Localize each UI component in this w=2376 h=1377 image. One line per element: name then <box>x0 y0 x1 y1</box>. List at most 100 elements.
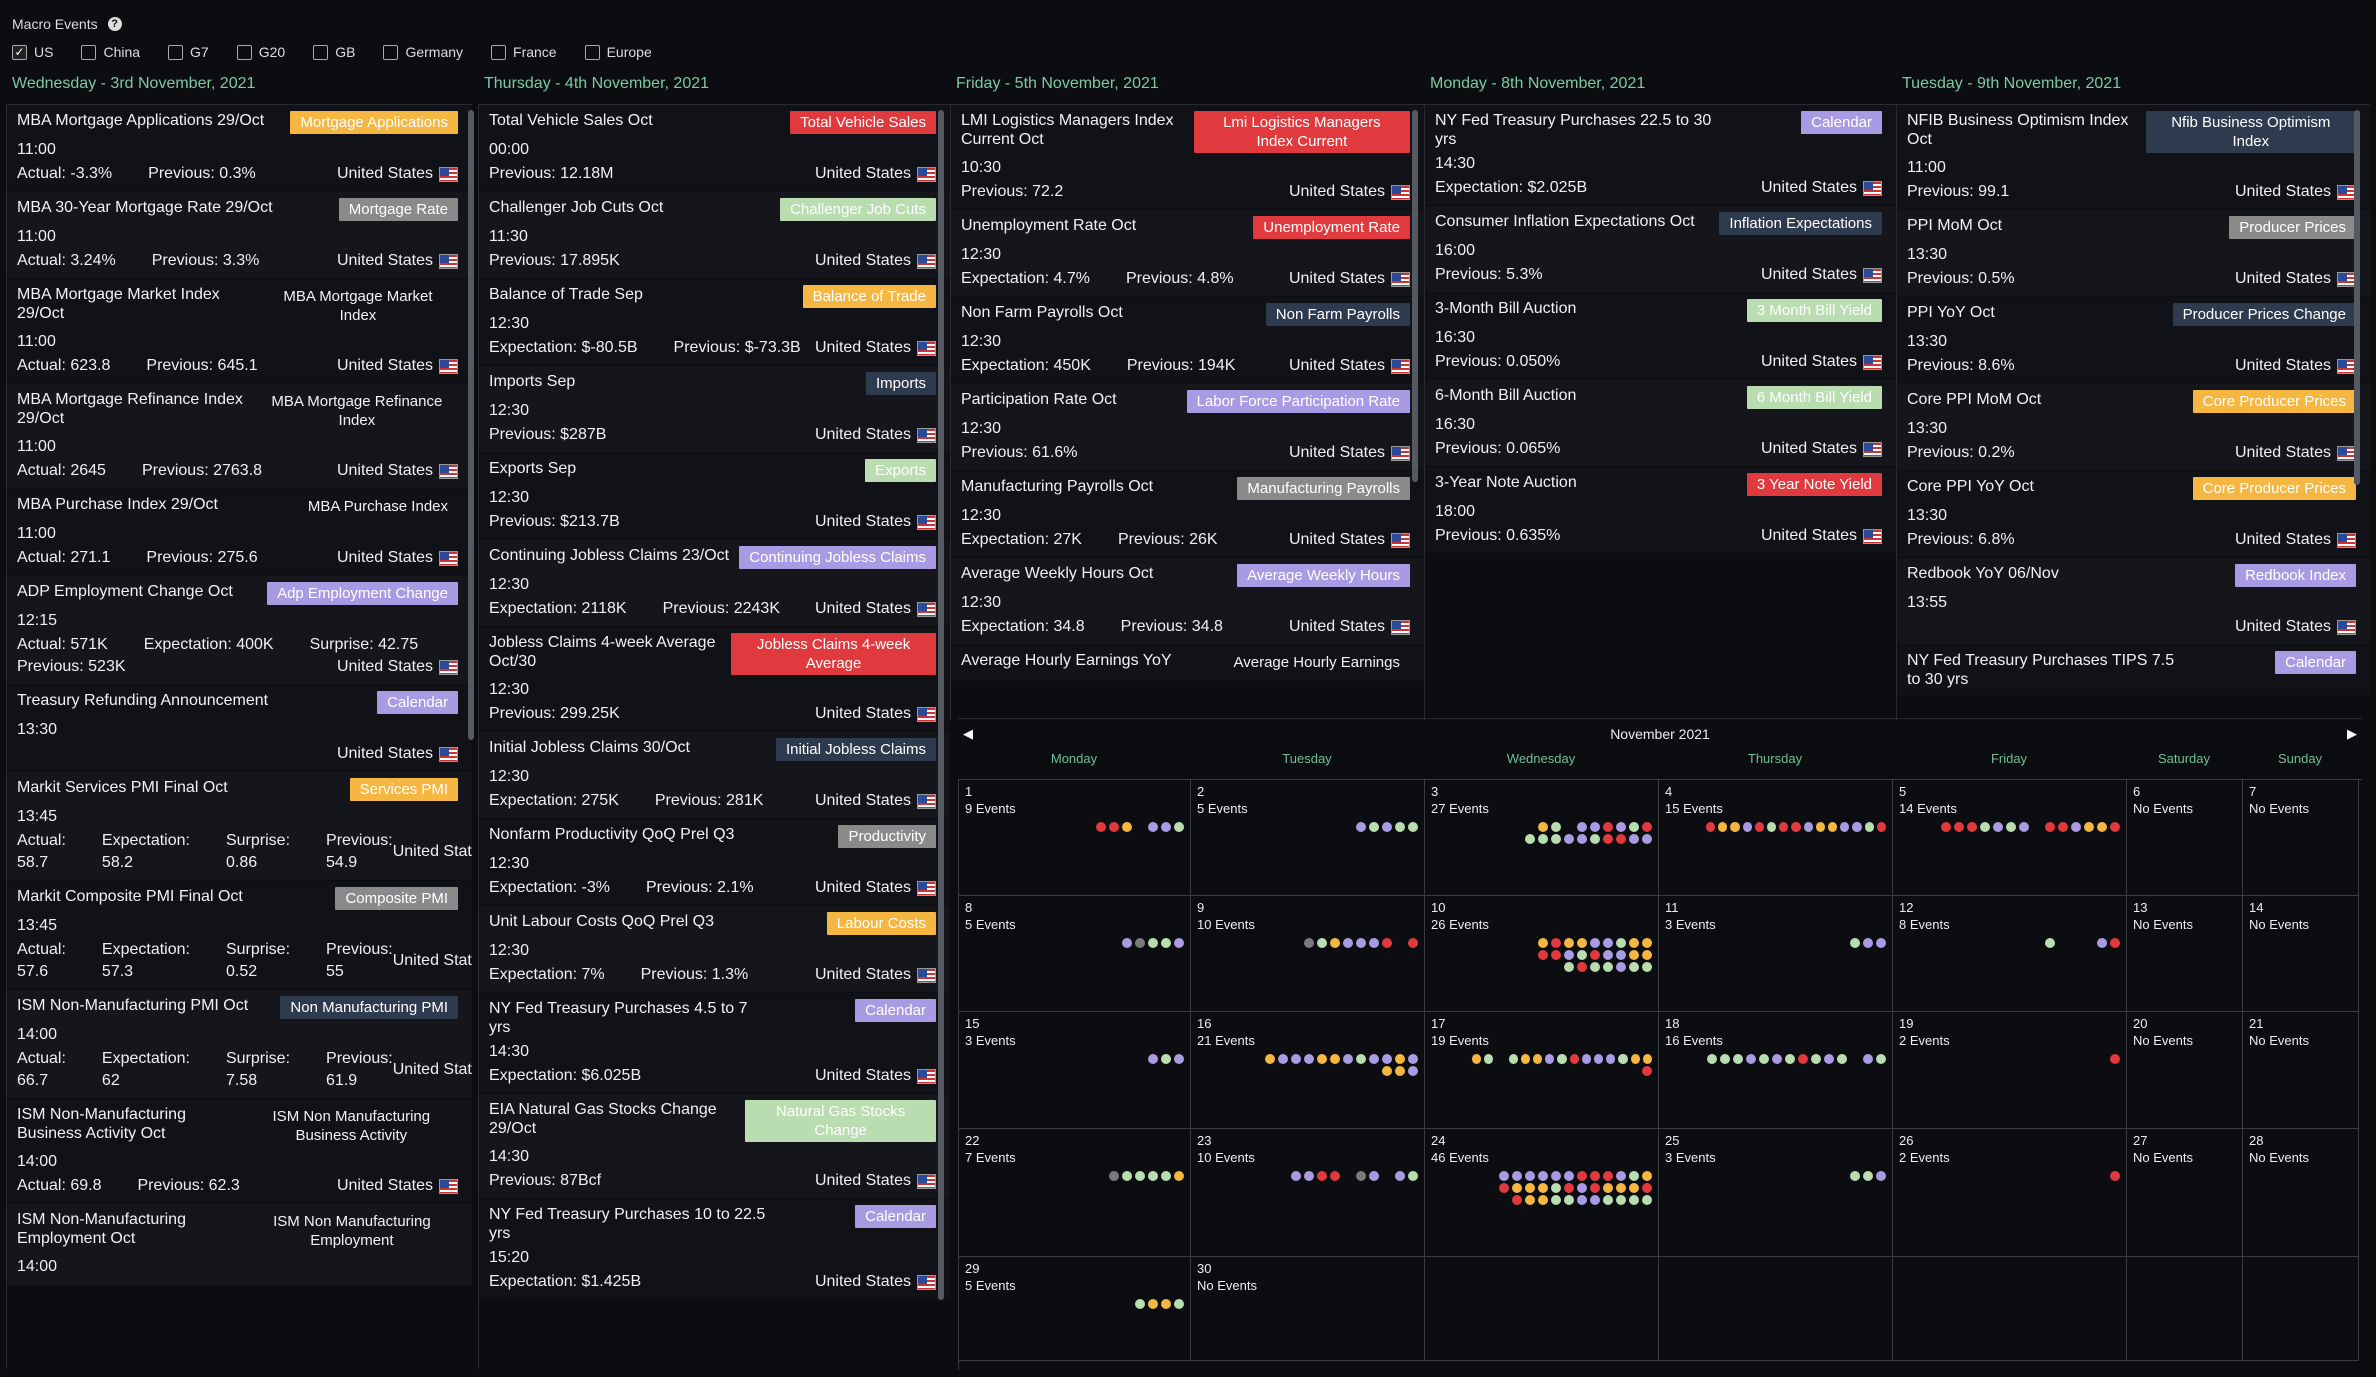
event-dot[interactable] <box>1642 1066 1652 1076</box>
event-item[interactable]: PPI YoY Oct Producer Prices Change 13:30 Pr… <box>1897 297 2370 384</box>
filter-france[interactable]: France <box>491 44 557 60</box>
event-category-tag[interactable]: Calendar <box>377 691 458 714</box>
event-dot[interactable] <box>1564 834 1574 844</box>
event-category-tag[interactable]: Nfib Business Optimism Index <box>2145 111 2356 153</box>
scrollbar[interactable] <box>1412 110 1418 482</box>
event-dot[interactable] <box>1730 822 1740 832</box>
event-dot[interactable] <box>1369 1054 1379 1064</box>
calendar-day-cell[interactable]: 17 19 Events <box>1425 1012 1659 1129</box>
event-dot[interactable] <box>1642 1195 1652 1205</box>
event-item[interactable]: ISM Non-Manufacturing PMI Oct Non Manufac… <box>7 990 472 1099</box>
calendar-day-cell[interactable]: 2 5 Events <box>1191 780 1425 896</box>
calendar-day-cell[interactable]: 5 14 Events <box>1893 780 2127 896</box>
event-dot[interactable] <box>1551 950 1561 960</box>
event-dot[interactable] <box>1109 1171 1119 1181</box>
event-dot[interactable] <box>1538 822 1548 832</box>
checkbox-icon[interactable] <box>236 44 252 60</box>
event-dot[interactable] <box>1798 1054 1808 1064</box>
event-dot[interactable] <box>1642 1183 1652 1193</box>
event-dot[interactable] <box>1551 1183 1561 1193</box>
event-dot[interactable] <box>1135 938 1145 948</box>
help-icon[interactable]: ? <box>107 17 122 31</box>
event-item[interactable]: Non Farm Payrolls Oct Non Farm Payrolls 12… <box>951 297 1424 384</box>
event-dot[interactable] <box>1733 1054 1743 1064</box>
checkbox-icon[interactable]: ✓ <box>12 44 27 60</box>
event-item[interactable]: PPI MoM Oct Producer Prices 13:30 Previous:… <box>1897 210 2370 297</box>
event-dot[interactable] <box>1577 822 1587 832</box>
event-item[interactable]: Total Vehicle Sales Oct Total Vehicle Sal… <box>479 105 950 192</box>
event-category-tag[interactable]: Labour Costs <box>826 912 936 935</box>
event-dot[interactable] <box>1174 1054 1184 1064</box>
event-dot[interactable] <box>1291 1054 1301 1064</box>
event-dot[interactable] <box>1538 1171 1548 1181</box>
event-dot[interactable] <box>1484 1054 1494 1064</box>
event-dot[interactable] <box>1837 1054 1847 1064</box>
event-dot[interactable] <box>1577 1171 1587 1181</box>
filter-g20[interactable]: G20 <box>236 44 285 60</box>
event-item[interactable]: 3-Year Note Auction 3 Year Note Yield 18:0… <box>1425 467 1896 554</box>
event-dot[interactable] <box>1557 1054 1567 1064</box>
event-dot[interactable] <box>1148 1171 1158 1181</box>
event-dot[interactable] <box>1148 938 1158 948</box>
filter-germany[interactable]: Germany <box>383 44 463 60</box>
filter-china[interactable]: China <box>81 44 140 60</box>
event-category-tag[interactable]: Unemployment Rate <box>1253 216 1410 239</box>
event-dot[interactable] <box>1642 1054 1652 1064</box>
event-item[interactable]: MBA Mortgage Market Index 29/Oct MBA Mort… <box>7 279 472 384</box>
event-dot[interactable] <box>1642 1171 1652 1181</box>
event-dot[interactable] <box>1408 1054 1418 1064</box>
event-dot[interactable] <box>1356 822 1366 832</box>
event-dot[interactable] <box>1718 822 1728 832</box>
event-category-tag[interactable]: Labor Force Participation Rate <box>1186 390 1410 413</box>
event-dot[interactable] <box>1850 1171 1860 1181</box>
event-item[interactable]: MBA 30-Year Mortgage Rate 29/Oct Mortgage… <box>7 192 472 279</box>
scrollbar[interactable] <box>938 110 944 1300</box>
calendar-day-cell[interactable]: 7 No Events <box>2243 780 2359 896</box>
event-item[interactable]: Manufacturing Payrolls Oct Manufacturing … <box>951 471 1424 558</box>
next-month-icon[interactable]: ▶ <box>2347 726 2357 741</box>
event-dot[interactable] <box>1876 938 1886 948</box>
filter-g7[interactable]: G7 <box>168 44 209 60</box>
event-dot[interactable] <box>1815 822 1825 832</box>
event-dot[interactable] <box>1395 1171 1405 1181</box>
event-dot[interactable] <box>1980 822 1990 832</box>
event-item[interactable]: NY Fed Treasury Purchases TIPS 7.5 to 30… <box>1897 645 2370 696</box>
event-dot[interactable] <box>1395 1066 1405 1076</box>
event-dot[interactable] <box>1590 1183 1600 1193</box>
event-dot[interactable] <box>1581 1054 1591 1064</box>
event-dot[interactable] <box>1499 1183 1509 1193</box>
scrollbar[interactable] <box>2354 110 2360 485</box>
event-item[interactable]: Treasury Refunding Announcement Calendar 1… <box>7 685 472 772</box>
event-dot[interactable] <box>1551 938 1561 948</box>
filter-gb[interactable]: GB <box>313 44 355 60</box>
event-dot[interactable] <box>1538 1183 1548 1193</box>
event-dot[interactable] <box>1603 1171 1613 1181</box>
event-dot[interactable] <box>1564 1183 1574 1193</box>
event-dot[interactable] <box>2110 938 2120 948</box>
event-item[interactable]: Initial Jobless Claims 30/Oct Initial Job… <box>479 732 950 819</box>
event-category-tag[interactable]: Average Weekly Hours <box>1237 564 1410 587</box>
event-item[interactable]: Imports Sep Imports 12:30 Previous: $287B Un… <box>479 366 950 453</box>
event-item[interactable]: MBA Mortgage Applications 29/Oct Mortgage… <box>7 105 472 192</box>
event-dot[interactable] <box>1512 1195 1522 1205</box>
event-category-tag[interactable]: ISM Non Manufacturing Employment <box>273 1213 431 1249</box>
event-dot[interactable] <box>1629 938 1639 948</box>
event-dot[interactable] <box>1590 1171 1600 1181</box>
event-dot[interactable] <box>1803 822 1813 832</box>
checkbox-icon[interactable] <box>81 44 97 60</box>
event-item[interactable]: ADP Employment Change Oct Adp Employment … <box>7 576 472 685</box>
event-dot[interactable] <box>1876 1171 1886 1181</box>
event-category-tag[interactable]: Producer Prices <box>2229 216 2356 239</box>
event-dot[interactable] <box>2019 822 2029 832</box>
event-item[interactable]: Redbook YoY 06/Nov Redbook Index 13:55 Unit… <box>1897 558 2370 645</box>
event-item[interactable]: NY Fed Treasury Purchases 10 to 22.5 yrs… <box>479 1199 950 1300</box>
event-dot[interactable] <box>1508 1054 1518 1064</box>
event-item[interactable]: ISM Non-Manufacturing Employment Oct ISM … <box>7 1204 472 1287</box>
event-dot[interactable] <box>1616 950 1626 960</box>
event-category-tag[interactable]: MBA Mortgage Refinance Index <box>271 393 443 429</box>
event-dot[interactable] <box>1408 1066 1418 1076</box>
event-dot[interactable] <box>1551 822 1561 832</box>
event-category-tag[interactable]: Natural Gas Stocks Change <box>745 1100 936 1142</box>
event-category-tag[interactable]: Calendar <box>855 999 936 1022</box>
event-dot[interactable] <box>1876 1054 1886 1064</box>
